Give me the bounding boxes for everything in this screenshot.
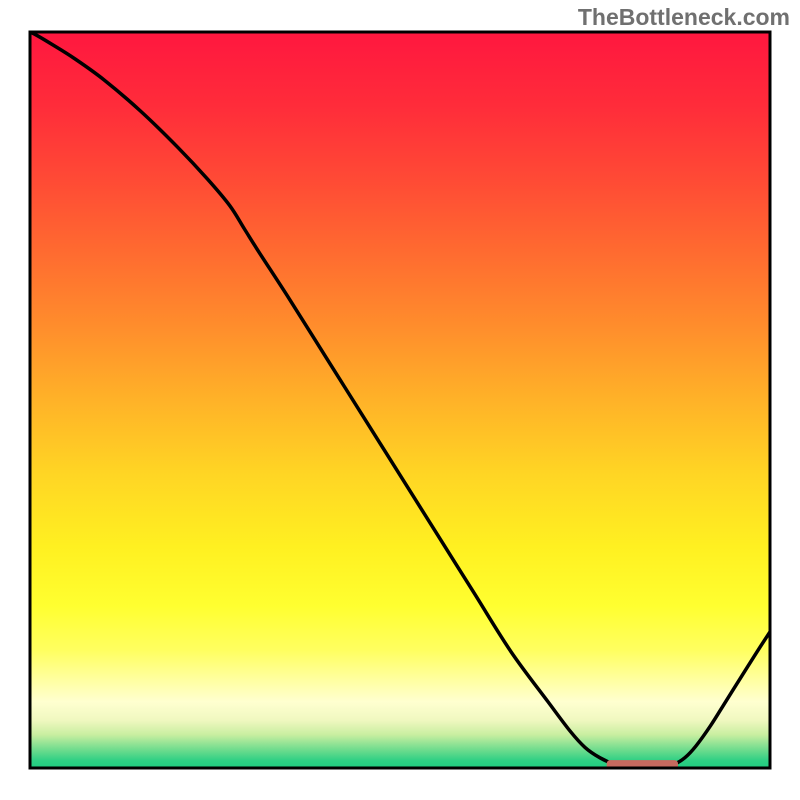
chart-container: { "watermark": "TheBottleneck.com", "cha…	[0, 0, 800, 800]
bottleneck-chart	[0, 0, 800, 800]
gradient-background	[30, 32, 770, 768]
watermark-text: TheBottleneck.com	[578, 4, 790, 31]
